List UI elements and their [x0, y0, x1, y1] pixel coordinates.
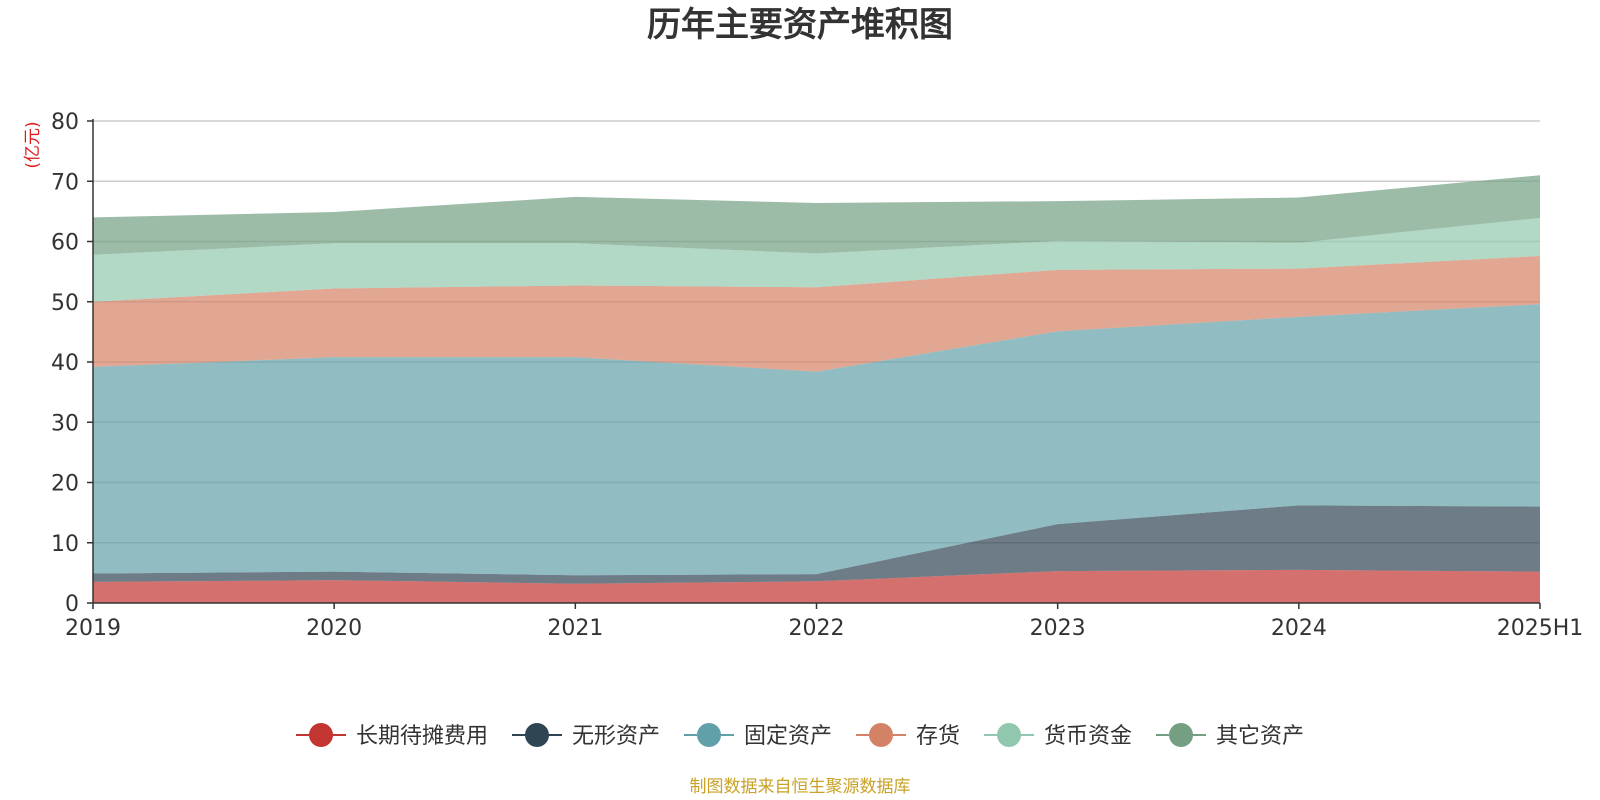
legend: 长期待摊费用 无形资产 固定资产 存货 货币资金 其它资产 — [296, 723, 1304, 749]
area-series-4 — [93, 255, 1540, 372]
legend-marker — [869, 723, 893, 747]
axes: 0 10 20 30 40 50 60 70 80 2019 2020 2021 2022 2023 202… — [51, 110, 1583, 641]
legend-label: 其它资产 — [1216, 724, 1304, 749]
x-tick-label: 2024 — [1271, 616, 1327, 641]
legend-label: 无形资产 — [572, 724, 660, 749]
legend-marker — [997, 723, 1021, 747]
y-tick-label: 40 — [51, 351, 79, 376]
y-tick-label: 60 — [51, 231, 79, 256]
legend-label: 货币资金 — [1044, 724, 1132, 749]
x-tick-label: 2020 — [306, 616, 362, 641]
x-tick-label: 2021 — [547, 616, 603, 641]
y-tick-label: 10 — [51, 532, 79, 557]
legend-marker — [1169, 723, 1193, 747]
area-series-5 — [93, 218, 1540, 302]
y-tick-label: 50 — [51, 291, 79, 316]
y-tick-label: 30 — [51, 411, 79, 436]
x-tick-label: 2025H1 — [1497, 616, 1584, 641]
legend-item-4[interactable]: 存货 — [856, 723, 960, 749]
y-axis-unit-label: (亿元) — [23, 121, 43, 168]
legend-label: 固定资产 — [744, 724, 832, 749]
legend-item-1[interactable]: 长期待摊费用 — [296, 723, 488, 749]
data-source-note: 制图数据来自恒生聚源数据库 — [690, 777, 911, 797]
area-series-6 — [93, 175, 1540, 255]
legend-item-5[interactable]: 货币资金 — [984, 723, 1132, 749]
legend-item-3[interactable]: 固定资产 — [684, 723, 832, 749]
area-series-2 — [93, 505, 1540, 584]
area-series-1 — [93, 569, 1540, 603]
legend-label: 长期待摊费用 — [356, 724, 488, 749]
y-tick-label: 20 — [51, 472, 79, 497]
legend-marker — [525, 723, 549, 747]
y-tick-label: 80 — [51, 110, 79, 135]
legend-item-6[interactable]: 其它资产 — [1156, 723, 1304, 749]
y-tick-label: 0 — [65, 592, 79, 617]
y-tick-label: 70 — [51, 170, 79, 195]
legend-label: 存货 — [916, 724, 960, 749]
x-tick-label: 2023 — [1030, 616, 1086, 641]
x-tick-label: 2019 — [65, 616, 121, 641]
area-series-3 — [93, 304, 1540, 576]
x-tick-label: 2022 — [789, 616, 845, 641]
chart-title: 历年主要资产堆积图 — [647, 5, 953, 45]
legend-marker — [697, 723, 721, 747]
legend-item-2[interactable]: 无形资产 — [512, 723, 660, 749]
area-series-layer — [93, 175, 1540, 603]
legend-marker — [309, 723, 333, 747]
